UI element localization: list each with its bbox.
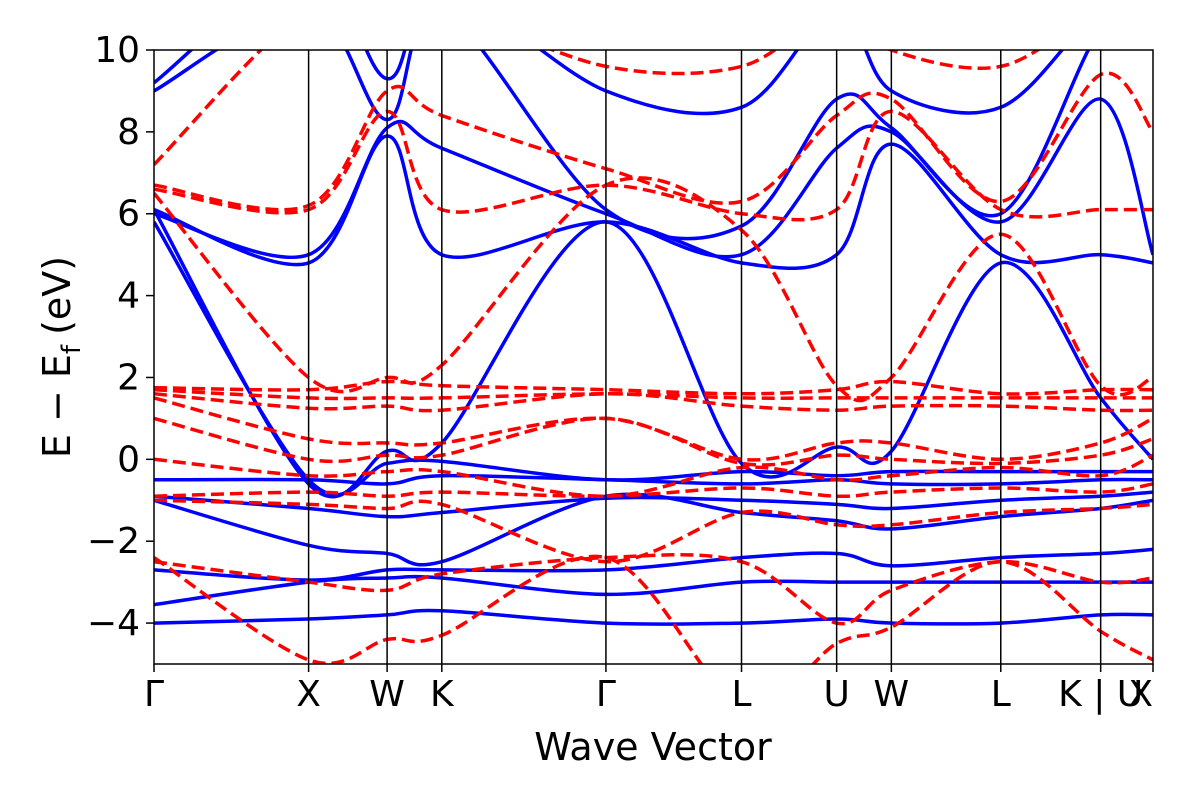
y-tick-label-6: 8 [117, 112, 140, 153]
y-tick-label-3: 2 [117, 357, 140, 398]
x-tick-label-3: K [430, 674, 455, 715]
y-tick-label-1: −2 [87, 521, 140, 562]
solid-band-3 [154, 492, 1153, 567]
y-tick-label-5: 6 [117, 194, 140, 235]
x-tick-label-4: Γ [596, 674, 616, 715]
solid-band-1 [154, 574, 1153, 607]
x-tick-label-10: X [1128, 674, 1153, 715]
y-axis-ticks: −4 −2 0 2 4 6 8 10 [87, 30, 154, 644]
dashed-band-6 [154, 396, 1153, 462]
plot-frame [153, 49, 1154, 665]
x-tick-label-0: Γ [144, 674, 164, 715]
solid-band-11 [154, 50, 1065, 116]
x-axis-title: Wave Vector [534, 725, 772, 769]
dashed-band-13 [154, 50, 1041, 166]
solid-band-7 [154, 208, 1153, 499]
dashed-band-1 [154, 553, 1153, 626]
x-tick-label-1: X [296, 674, 321, 715]
dashed-band-12 [154, 71, 1153, 212]
bands-layer [154, 50, 1153, 664]
y-axis-title-main: E − E [35, 354, 79, 458]
dashed-band-7 [154, 392, 1153, 413]
solid-band-2 [154, 547, 1153, 582]
y-tick-label-0: −4 [87, 603, 140, 644]
dashed-band-11 [154, 109, 1153, 222]
dashed-band-3 [154, 482, 1153, 499]
solid-band-0 [154, 608, 1153, 626]
y-tick-label-2: 0 [117, 439, 140, 480]
x-tick-label-7: W [874, 674, 910, 715]
solid-band-4 [154, 490, 1153, 519]
x-tick-label-9: K | U [1058, 674, 1143, 715]
dashed-band-9 [154, 379, 1153, 396]
y-axis-title-unit: (eV) [35, 256, 79, 335]
x-tick-label-5: L [731, 674, 751, 715]
solid-band-10 [154, 50, 1091, 241]
y-tick-label-7: 10 [94, 30, 140, 71]
y-tick-label-4: 4 [117, 276, 140, 317]
kpoint-divider-lines [307, 50, 1102, 664]
x-tick-label-6: U [823, 674, 849, 715]
x-tick-label-2: W [369, 674, 405, 715]
y-axis-title-subscript: f [57, 344, 87, 354]
dashed-band-8 [154, 387, 1153, 401]
dashed-band-0 [154, 554, 1153, 664]
dashed-band-10 [154, 176, 1153, 403]
x-tick-label-8: L [991, 674, 1011, 715]
dashed-band-2 [154, 498, 1153, 564]
y-axis-title: E − Ef (eV) [35, 256, 87, 458]
dashed-band-4 [154, 453, 1153, 498]
